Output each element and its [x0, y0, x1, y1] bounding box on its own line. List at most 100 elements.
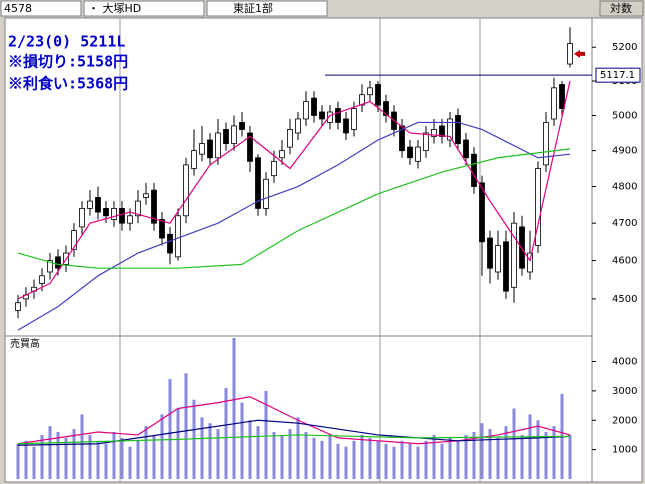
candle-body — [495, 245, 501, 273]
candle-body — [359, 94, 365, 106]
candle-body — [255, 157, 261, 209]
candle-body — [503, 241, 509, 292]
volume-bar — [504, 426, 508, 479]
volume-bar — [288, 429, 292, 479]
candle-body — [231, 125, 237, 144]
candle-body — [511, 222, 517, 288]
volume-bar — [72, 429, 76, 479]
candle-body — [383, 101, 389, 116]
volume-bar — [296, 417, 300, 479]
candle-body — [407, 146, 413, 159]
market: 東証1部 — [233, 1, 273, 15]
candle-body — [423, 132, 429, 152]
candle-body — [455, 115, 461, 144]
candle-body — [287, 129, 293, 148]
volume-bar — [344, 446, 348, 479]
y-tick-label: 4500 — [612, 294, 637, 305]
scale[interactable]: 対数 — [610, 1, 632, 15]
volume-bar — [184, 373, 188, 479]
candle-body — [431, 129, 437, 137]
candle-body — [95, 197, 101, 213]
volume-bar — [120, 437, 124, 479]
volume-bar — [416, 446, 420, 479]
volume-bar — [144, 426, 148, 479]
volume-bar — [16, 443, 20, 479]
volume-bar — [64, 437, 68, 479]
volume-bar — [568, 434, 572, 479]
volume-bar — [392, 446, 396, 479]
candle-body — [551, 87, 557, 120]
candle-body — [143, 193, 149, 198]
candle-body — [527, 252, 533, 273]
annotation: ※利食い:5368円 — [8, 75, 128, 93]
volume-bar — [424, 440, 428, 479]
candle-body — [487, 237, 493, 269]
volume-bar — [112, 432, 116, 479]
volume-bar — [552, 426, 556, 479]
y-tick-label: 4900 — [612, 146, 637, 157]
candle-body — [375, 84, 381, 106]
candle-body — [199, 143, 205, 155]
candle-body — [215, 132, 221, 159]
candle-body — [223, 129, 229, 144]
volume-bar — [128, 446, 132, 479]
name: ・ 大塚HD — [88, 1, 141, 15]
volume-bar — [360, 434, 364, 479]
volume-bar — [496, 437, 500, 479]
code: 4578 — [4, 2, 32, 15]
scale-button[interactable] — [599, 0, 644, 17]
y-tick-label: 1000 — [612, 445, 637, 456]
volume-bar — [96, 440, 100, 479]
volume-bar — [512, 408, 516, 479]
y-tick-label: 5200 — [612, 42, 637, 53]
volume-bar — [216, 429, 220, 479]
candle-body — [151, 189, 157, 224]
candle-body — [79, 208, 85, 228]
volume-bar — [232, 338, 236, 479]
name-box — [83, 0, 205, 17]
volume-bar — [520, 434, 524, 479]
code-box — [0, 0, 82, 17]
volume-title: 売買高 — [10, 337, 40, 350]
moving-average — [17, 434, 571, 445]
candle-body — [479, 182, 485, 243]
candle-body — [471, 153, 477, 187]
volume-bar — [472, 432, 476, 479]
volume-bar — [376, 440, 380, 479]
volume-bar — [264, 390, 268, 479]
candle-body — [15, 302, 21, 311]
candle-body — [319, 111, 325, 120]
volume-bar — [448, 437, 452, 479]
volume-bar — [352, 440, 356, 479]
volume-bar — [480, 423, 484, 479]
candle-body — [567, 43, 573, 65]
candle-body — [447, 118, 453, 141]
volume-bar — [224, 387, 228, 479]
volume-bar — [200, 417, 204, 479]
candle-body — [191, 150, 197, 169]
candle-body — [175, 215, 181, 258]
volume-bar — [528, 414, 532, 479]
candle-body — [111, 208, 117, 220]
candle-body — [167, 233, 173, 254]
volume-bar — [280, 434, 284, 479]
moving-average — [17, 148, 571, 269]
candle-body — [55, 256, 61, 269]
candle-body — [87, 200, 93, 209]
candle-body — [183, 164, 189, 217]
volume-bar — [488, 429, 492, 479]
volume-bar — [208, 423, 212, 479]
volume-bar — [136, 440, 140, 479]
volume-bar — [168, 379, 172, 479]
candle-body — [71, 230, 77, 250]
y-tick-label: 2000 — [612, 415, 637, 426]
y-tick-label: 4700 — [612, 218, 637, 229]
y-tick-label: 4000 — [612, 357, 637, 368]
volume-bar — [312, 437, 316, 479]
candle-body — [271, 160, 277, 177]
candle-body — [207, 139, 213, 159]
ref-label: 5117.1 — [600, 70, 635, 81]
volume-bar — [256, 426, 260, 479]
volume-bar — [384, 443, 388, 479]
